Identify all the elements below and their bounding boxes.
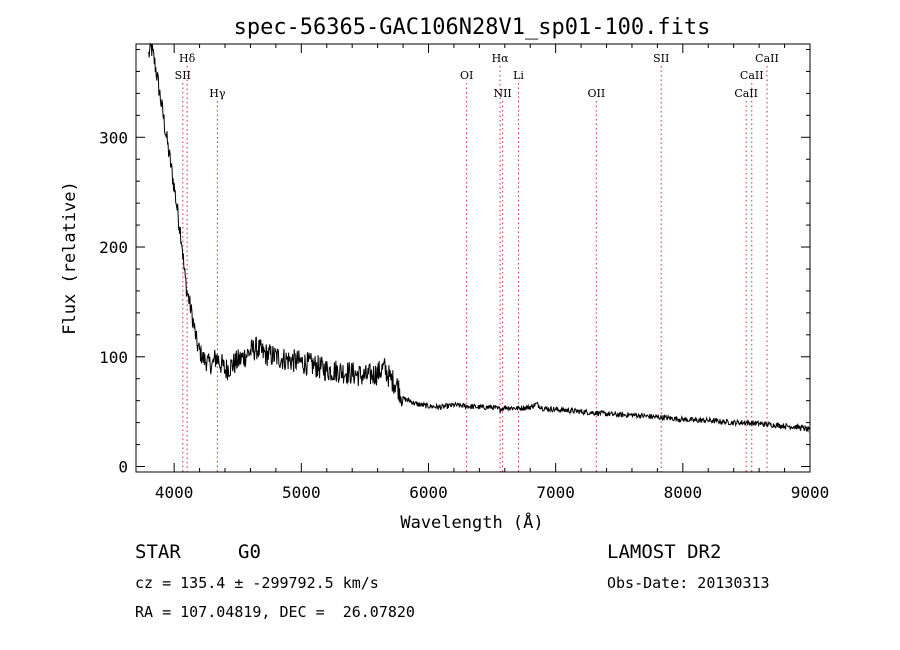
plot-frame — [135, 43, 811, 473]
line-label: CaII — [740, 69, 764, 82]
x-tick-label: 9000 — [791, 483, 830, 502]
line-label: CaII — [734, 87, 758, 100]
line-label: SII — [175, 69, 191, 82]
object-class: STAR — [135, 541, 181, 563]
line-label: OI — [460, 69, 473, 82]
observation-date: Obs-Date: 20130313 — [607, 574, 770, 592]
coordinates-text: RA = 107.04819, DEC = 26.07820 — [135, 603, 415, 621]
y-tick-label: 100 — [99, 348, 128, 367]
y-tick-label: 300 — [99, 128, 128, 147]
line-label: NII — [493, 87, 511, 100]
y-tick-label: 200 — [99, 238, 128, 257]
x-tick-label: 6000 — [409, 483, 448, 502]
line-label: Hγ — [209, 87, 226, 100]
redshift-text: cz = 135.4 ± -299792.5 km/s — [135, 574, 379, 592]
line-label: OII — [587, 87, 605, 100]
survey-name: LAMOST DR2 — [607, 541, 722, 563]
x-axis-label: Wavelength (Å) — [400, 511, 543, 533]
line-label: CaII — [755, 52, 779, 65]
y-axis-ticks: 0 100 200 300 — [99, 48, 810, 477]
x-tick-label: 4000 — [155, 483, 194, 502]
x-tick-label: 7000 — [536, 483, 575, 502]
line-label: Li — [513, 69, 524, 82]
chart-title: spec-56365-GAC106N28V1_sp01-100.fits — [234, 15, 711, 40]
line-label: Hδ — [179, 52, 196, 65]
y-axis-label: Flux (relative) — [60, 181, 80, 335]
spectral-subclass: G0 — [238, 541, 261, 563]
x-tick-label: 8000 — [664, 483, 703, 502]
line-label: Hα — [492, 52, 510, 65]
x-tick-label: 5000 — [282, 483, 321, 502]
spectrum-line — [148, 42, 811, 433]
line-label: SII — [653, 52, 669, 65]
y-tick-label: 0 — [118, 458, 128, 477]
x-axis-ticks: 4000 5000 6000 7000 8000 9000 — [155, 44, 829, 502]
